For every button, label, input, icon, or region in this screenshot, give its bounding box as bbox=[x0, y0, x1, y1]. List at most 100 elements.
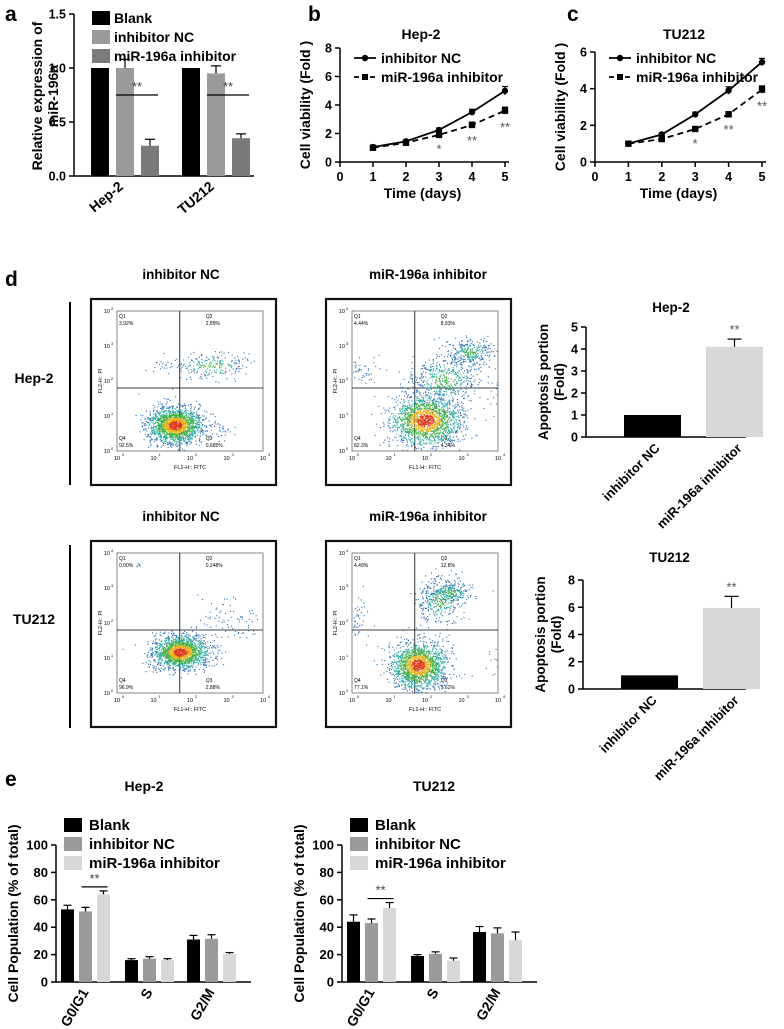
facs-event-dot bbox=[421, 444, 423, 446]
facs-event-dot bbox=[455, 418, 457, 420]
facs-event-dot bbox=[400, 420, 402, 422]
facs-event-dot bbox=[156, 425, 158, 427]
facs-event-dot bbox=[416, 428, 418, 430]
facs-event-dot bbox=[452, 389, 455, 391]
facs-event-dot bbox=[442, 405, 444, 407]
c-significance: ** bbox=[757, 98, 767, 113]
facs-event-dot bbox=[475, 354, 477, 356]
facs-event-dot bbox=[158, 430, 160, 432]
facs-event-dot bbox=[152, 418, 154, 421]
facs-event-dot bbox=[434, 370, 436, 372]
facs-event-dot bbox=[143, 423, 145, 425]
facs-event-dot bbox=[163, 669, 165, 671]
facs-event-dot bbox=[419, 424, 421, 426]
facs-event-dot bbox=[166, 424, 168, 426]
facs-quadrant-value: 8.93% bbox=[441, 321, 456, 327]
facs-event-dot bbox=[167, 424, 169, 426]
facs-event-dot bbox=[441, 432, 444, 434]
facs-event-dot bbox=[429, 428, 431, 430]
facs-event-dot bbox=[479, 378, 481, 380]
facs-event-dot bbox=[175, 422, 177, 424]
facs-event-dot bbox=[445, 427, 447, 429]
facs-event-dot bbox=[231, 365, 233, 367]
facs-event-dot bbox=[424, 419, 426, 421]
facs-event-dot bbox=[416, 408, 418, 410]
facs-event-dot bbox=[388, 409, 390, 411]
facs-event-dot bbox=[446, 423, 448, 425]
facs-event-dot bbox=[190, 437, 192, 440]
facs-event-dot bbox=[482, 347, 484, 349]
facs-event-dot bbox=[176, 436, 178, 438]
facs-event-dot bbox=[402, 410, 404, 413]
facs-event-dot bbox=[462, 355, 464, 357]
facs-event-dot bbox=[176, 424, 178, 426]
facs-event-dot bbox=[442, 420, 444, 422]
facs-event-dot bbox=[458, 352, 460, 354]
facs-event-dot bbox=[175, 427, 177, 429]
facs-event-dot bbox=[231, 366, 233, 369]
facs-event-dot bbox=[175, 413, 177, 415]
facs-event-dot bbox=[162, 408, 164, 410]
facs-event-dot bbox=[392, 431, 394, 433]
facs-event-dot bbox=[156, 410, 158, 412]
facs-event-dot bbox=[400, 383, 402, 385]
facs-event-dot bbox=[247, 359, 249, 362]
facs-event-dot bbox=[451, 441, 453, 443]
facs-event-dot bbox=[189, 429, 191, 431]
facs-event-dot bbox=[165, 365, 167, 367]
facs-event-dot bbox=[481, 353, 483, 355]
facs-event-dot bbox=[151, 417, 153, 419]
facs-event-dot bbox=[461, 408, 463, 410]
facs-event-dot bbox=[447, 429, 449, 431]
facs-event-dot bbox=[178, 436, 180, 438]
facs-event-dot bbox=[177, 411, 179, 413]
facs-event-dot bbox=[158, 425, 160, 427]
facs-event-dot bbox=[478, 367, 480, 369]
facs-event-dot bbox=[375, 365, 377, 367]
facs-event-dot bbox=[418, 411, 420, 413]
facs-event-dot bbox=[167, 416, 169, 418]
facs-event-dot bbox=[436, 383, 438, 385]
facs-event-dot bbox=[419, 401, 421, 403]
facs-event-dot bbox=[457, 351, 459, 353]
facs-event-dot bbox=[421, 396, 423, 398]
facs-event-dot bbox=[441, 403, 444, 405]
facs-event-dot bbox=[450, 419, 452, 421]
facs-event-dot bbox=[189, 365, 191, 367]
facs-event-dot bbox=[460, 357, 462, 359]
facs-event-dot bbox=[495, 388, 498, 390]
facs-event-dot bbox=[181, 424, 183, 426]
facs-event-dot bbox=[204, 410, 206, 412]
facs-event-dot bbox=[434, 423, 436, 425]
facs-event-dot bbox=[439, 380, 441, 382]
facs-event-dot bbox=[470, 374, 472, 376]
facs-event-dot bbox=[402, 440, 404, 442]
facs-event-dot bbox=[406, 418, 408, 420]
facs-event-dot bbox=[416, 421, 418, 423]
facs-event-dot bbox=[441, 420, 443, 422]
facs-event-dot bbox=[406, 424, 408, 426]
facs-event-dot bbox=[474, 390, 476, 392]
facs-event-dot bbox=[169, 410, 172, 413]
facs-event-dot bbox=[445, 386, 447, 388]
facs-event-dot bbox=[168, 428, 170, 430]
facs-event-dot bbox=[472, 375, 474, 377]
facs-event-dot bbox=[140, 414, 142, 416]
facs-event-dot bbox=[219, 427, 221, 429]
facs-event-dot bbox=[434, 415, 436, 417]
facs-event-dot bbox=[488, 366, 490, 368]
facs-event-dot bbox=[444, 360, 446, 362]
facs-event-dot bbox=[416, 420, 418, 422]
facs-event-dot bbox=[178, 430, 180, 432]
facs-event-dot bbox=[474, 355, 476, 357]
facs-event-dot bbox=[425, 442, 428, 444]
facs-event-dot bbox=[189, 428, 192, 430]
facs-event-dot bbox=[447, 385, 449, 387]
facs-x-tick-exp: 3 bbox=[232, 695, 234, 699]
facs-event-dot bbox=[446, 372, 448, 374]
facs-event-dot bbox=[205, 417, 207, 419]
facs-event-dot bbox=[362, 375, 364, 377]
facs-event-dot bbox=[172, 431, 174, 433]
facs-event-dot bbox=[446, 382, 448, 384]
